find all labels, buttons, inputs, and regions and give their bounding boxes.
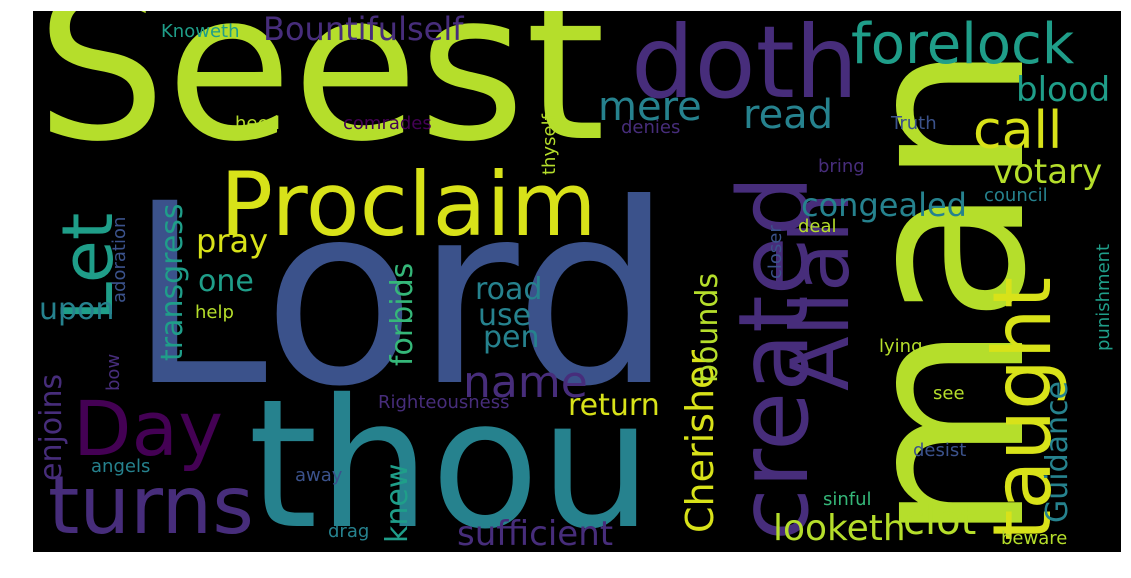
word-looketh: looketh [773, 508, 906, 549]
word-punishment: punishment [1093, 243, 1114, 351]
word-drag: drag [328, 521, 370, 542]
word-lord: Lord [128, 150, 673, 441]
word-votary: votary [993, 152, 1103, 192]
word-call: call [973, 101, 1063, 161]
word-one: one [198, 264, 254, 299]
word-bring: bring [818, 156, 865, 177]
word-seest: Seest [36, 11, 606, 187]
word-forelock: forelock [851, 12, 1075, 77]
word-away: away [295, 465, 343, 486]
word-desist: desist [913, 440, 967, 461]
word-righteousness: Righteousness [378, 392, 510, 413]
word-doth: doth [631, 11, 859, 121]
word-denies: denies [621, 117, 681, 138]
word-lying: lying [879, 336, 923, 357]
word-blood: blood [1016, 70, 1111, 110]
word-pen: pen [483, 320, 540, 355]
word-adoration: adoration [109, 216, 130, 303]
word-return: return [568, 388, 660, 423]
word-forbids: forbids [385, 262, 420, 366]
word-upon: upon [39, 292, 115, 327]
word-clot: clot [903, 498, 977, 544]
word-see: see [933, 383, 965, 404]
word-pray: pray [196, 222, 269, 260]
word-thou: thou [248, 361, 653, 553]
word-knew: knew [380, 463, 415, 543]
word-road: road [475, 272, 543, 307]
word-congealed: congealed [801, 186, 967, 224]
word-help: help [195, 302, 234, 323]
word-enjoins: enjoins [34, 373, 69, 481]
word-cloud: Seest Lord man thou doth forelock Procla… [33, 11, 1121, 552]
word-name: name [463, 357, 588, 408]
word-bounds: bounds [690, 272, 725, 383]
word-read: read [743, 92, 834, 138]
word-heed: heed [235, 113, 280, 134]
word-deal: deal [798, 216, 837, 237]
word-thyself: thyself [539, 114, 560, 175]
word-sinful: sinful [823, 489, 872, 510]
word-knoweth: Knoweth [161, 21, 240, 42]
word-guidance: Guidance [1040, 381, 1075, 523]
word-closer: closer [765, 225, 786, 279]
word-bountifulself: Bountifulself [263, 11, 464, 48]
word-bow: bow [103, 353, 124, 391]
word-proclaim: Proclaim [220, 153, 597, 256]
word-council: council [984, 185, 1048, 206]
word-comrades: comrades [343, 113, 432, 134]
word-turns: turns [48, 459, 254, 552]
word-use: use [478, 298, 532, 333]
word-day: Day [73, 384, 224, 473]
word-angels: angels [91, 456, 151, 477]
word-transgress: transgress [155, 203, 190, 361]
word-mere: mere [598, 84, 702, 130]
word-beware: beware [1001, 528, 1068, 549]
word-sufficient: sufficient [457, 514, 614, 552]
word-truth: Truth [891, 113, 937, 134]
